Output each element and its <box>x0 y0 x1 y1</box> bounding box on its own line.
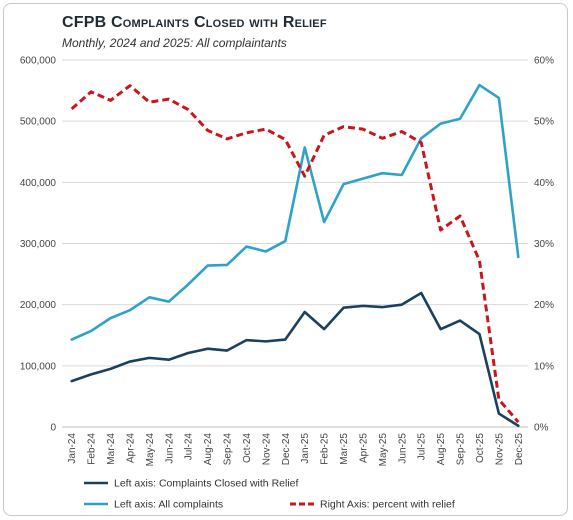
right-tick-label: 10% <box>534 361 554 372</box>
right-tick-label: 20% <box>534 300 554 311</box>
left-tick-label: 300,000 <box>20 239 57 250</box>
x-tick-label: Sep-25 <box>456 433 467 466</box>
x-tick-label: Jul-25 <box>417 433 428 461</box>
right-tick-label: 50% <box>534 117 554 128</box>
x-tick-label: Nov-24 <box>261 433 272 466</box>
x-tick-label: Oct-24 <box>242 433 253 463</box>
x-tick-label: Sep-24 <box>223 433 234 466</box>
x-tick-label: Dec-25 <box>514 433 525 466</box>
x-tick-label: Feb-24 <box>87 433 98 465</box>
x-tick-label: Jul-24 <box>184 433 195 461</box>
series <box>70 83 520 428</box>
left-axis: 0 100,000 200,000 300,000 400,000 500,000 600,… <box>20 56 57 434</box>
x-tick-label: Jun-24 <box>164 433 175 464</box>
x-tick-label: Mar-24 <box>106 433 117 465</box>
chart-card: CFPB Complaints Closed with Relief Month… <box>3 3 568 516</box>
left-tick-label: 0 <box>50 423 56 434</box>
x-tick-label: May-24 <box>145 433 156 467</box>
left-tick-label: 400,000 <box>20 178 57 189</box>
legend: Left axis: Complaints Closed with Relief… <box>84 478 455 511</box>
x-tick-label: May-25 <box>378 433 389 467</box>
series-line-0 <box>70 291 520 428</box>
chart-subtitle: Monthly, 2024 and 2025: All complaintant… <box>62 36 287 50</box>
x-tick-label: Jan-24 <box>67 433 78 464</box>
right-tick-label: 60% <box>534 56 554 67</box>
series-line-2 <box>70 84 520 424</box>
x-tick-label: Oct-25 <box>475 433 486 463</box>
legend-label-1: Left axis: All complaints <box>114 499 223 511</box>
x-tick-label: Aug-24 <box>203 433 214 466</box>
series-line-1 <box>70 83 520 341</box>
left-tick-label: 100,000 <box>20 361 57 372</box>
chart-title: CFPB Complaints Closed with Relief <box>62 14 327 31</box>
x-tick-label: Apr-25 <box>358 433 369 463</box>
right-tick-label: 0% <box>534 423 549 434</box>
x-axis: Jan-24 Feb-24 Mar-24 Apr-24 May-24 Jun-24 Jul-… <box>67 433 525 467</box>
x-tick-label: Mar-25 <box>339 433 350 465</box>
left-tick-label: 200,000 <box>20 300 57 311</box>
right-tick-label: 40% <box>534 178 554 189</box>
left-tick-label: 500,000 <box>20 117 57 128</box>
x-tick-label: Jan-25 <box>300 433 311 464</box>
right-axis: 0% 10% 20% 30% 40% 50% 60% <box>534 56 554 434</box>
x-tick-label: Feb-25 <box>320 433 331 465</box>
legend-label-2: Right Axis: percent with relief <box>320 499 455 511</box>
gridlines <box>62 59 528 428</box>
legend-label-0: Left axis: Complaints Closed with Relief <box>114 478 298 490</box>
x-tick-label: Aug-25 <box>436 433 447 466</box>
x-tick-label: Dec-24 <box>281 433 292 466</box>
x-tick-label: Jun-25 <box>397 433 408 464</box>
x-tick-label: Apr-24 <box>125 433 136 463</box>
x-tick-label: Nov-25 <box>494 433 505 466</box>
left-tick-label: 600,000 <box>20 56 57 67</box>
right-tick-label: 30% <box>534 239 554 250</box>
